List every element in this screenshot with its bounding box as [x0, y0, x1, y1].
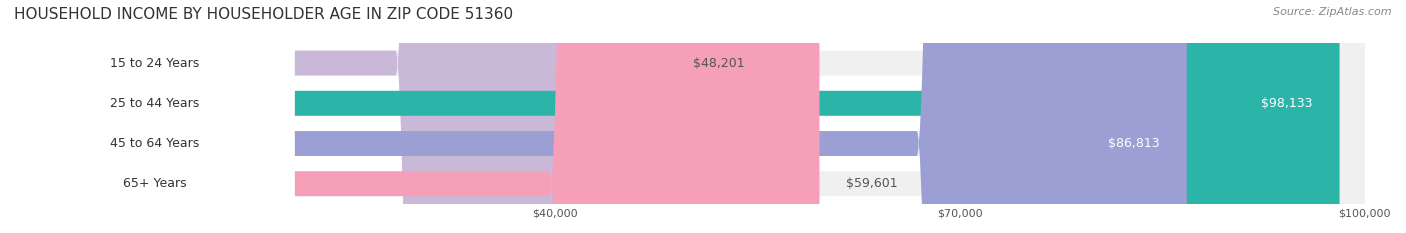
FancyBboxPatch shape	[15, 0, 294, 233]
FancyBboxPatch shape	[15, 0, 665, 233]
Text: $59,601: $59,601	[846, 177, 898, 190]
Text: $86,813: $86,813	[1108, 137, 1160, 150]
FancyBboxPatch shape	[15, 0, 1187, 233]
FancyBboxPatch shape	[15, 0, 1365, 233]
FancyBboxPatch shape	[15, 0, 294, 233]
FancyBboxPatch shape	[15, 0, 1365, 233]
Text: 15 to 24 Years: 15 to 24 Years	[110, 57, 200, 70]
FancyBboxPatch shape	[15, 0, 1365, 233]
Text: 45 to 64 Years: 45 to 64 Years	[110, 137, 200, 150]
FancyBboxPatch shape	[15, 0, 294, 233]
Text: 65+ Years: 65+ Years	[122, 177, 187, 190]
Text: HOUSEHOLD INCOME BY HOUSEHOLDER AGE IN ZIP CODE 51360: HOUSEHOLD INCOME BY HOUSEHOLDER AGE IN Z…	[14, 7, 513, 22]
FancyBboxPatch shape	[15, 0, 1340, 233]
FancyBboxPatch shape	[15, 0, 294, 233]
Text: 25 to 44 Years: 25 to 44 Years	[110, 97, 200, 110]
Text: Source: ZipAtlas.com: Source: ZipAtlas.com	[1274, 7, 1392, 17]
Text: $98,133: $98,133	[1261, 97, 1313, 110]
FancyBboxPatch shape	[15, 0, 1365, 233]
FancyBboxPatch shape	[15, 0, 820, 233]
Text: $48,201: $48,201	[693, 57, 744, 70]
